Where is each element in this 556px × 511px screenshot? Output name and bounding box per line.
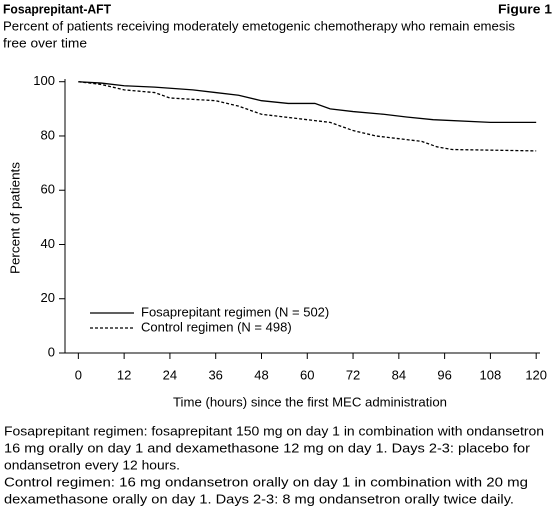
chart-title: Fosaprepitant-AFT — [3, 1, 111, 16]
note: Control regimen: 16 mg ondansetron orall… — [4, 474, 528, 489]
legend-label: Fosaprepitant regimen (N = 502) — [141, 304, 329, 319]
y-tick-label: 100 — [33, 73, 55, 88]
y-tick-label: 60 — [41, 182, 55, 197]
x-axis-label: Time (hours) since the first MEC adminis… — [173, 394, 447, 409]
subtitle: free over time — [3, 35, 87, 50]
x-tick-label: 48 — [254, 367, 268, 382]
y-tick-label: 20 — [41, 290, 55, 305]
y-tick-label: 80 — [41, 127, 55, 142]
note: 16 mg orally on day 1 and dexamethasone … — [4, 440, 531, 455]
note: Fosaprepitant regimen: fosaprepitant 150… — [4, 423, 544, 438]
y-tick-label: 40 — [41, 236, 55, 251]
x-tick-label: 96 — [437, 367, 451, 382]
x-tick-label: 108 — [480, 367, 502, 382]
series-line — [78, 81, 537, 124]
legend-label: Control regimen (N = 498) — [141, 319, 292, 334]
x-tick-label: 84 — [392, 367, 406, 382]
x-tick-label: 120 — [525, 367, 547, 382]
x-tick-label: 60 — [300, 367, 314, 382]
y-axis-label: Percent of patients — [7, 161, 22, 274]
y-tick-label: 0 — [48, 344, 55, 359]
x-tick-label: 72 — [346, 367, 360, 382]
series-line — [78, 81, 537, 152]
figure-label: Figure 1 — [498, 1, 552, 16]
x-tick-label: 0 — [75, 367, 82, 382]
x-tick-label: 12 — [117, 367, 131, 382]
subtitle: Percent of patients receiving moderately… — [3, 18, 515, 33]
note: dexamethasone orally on day 1. Days 2-3:… — [4, 491, 514, 506]
x-tick-label: 36 — [208, 367, 222, 382]
x-tick-label: 24 — [163, 367, 177, 382]
note: ondansetron every 12 hours. — [4, 457, 180, 472]
